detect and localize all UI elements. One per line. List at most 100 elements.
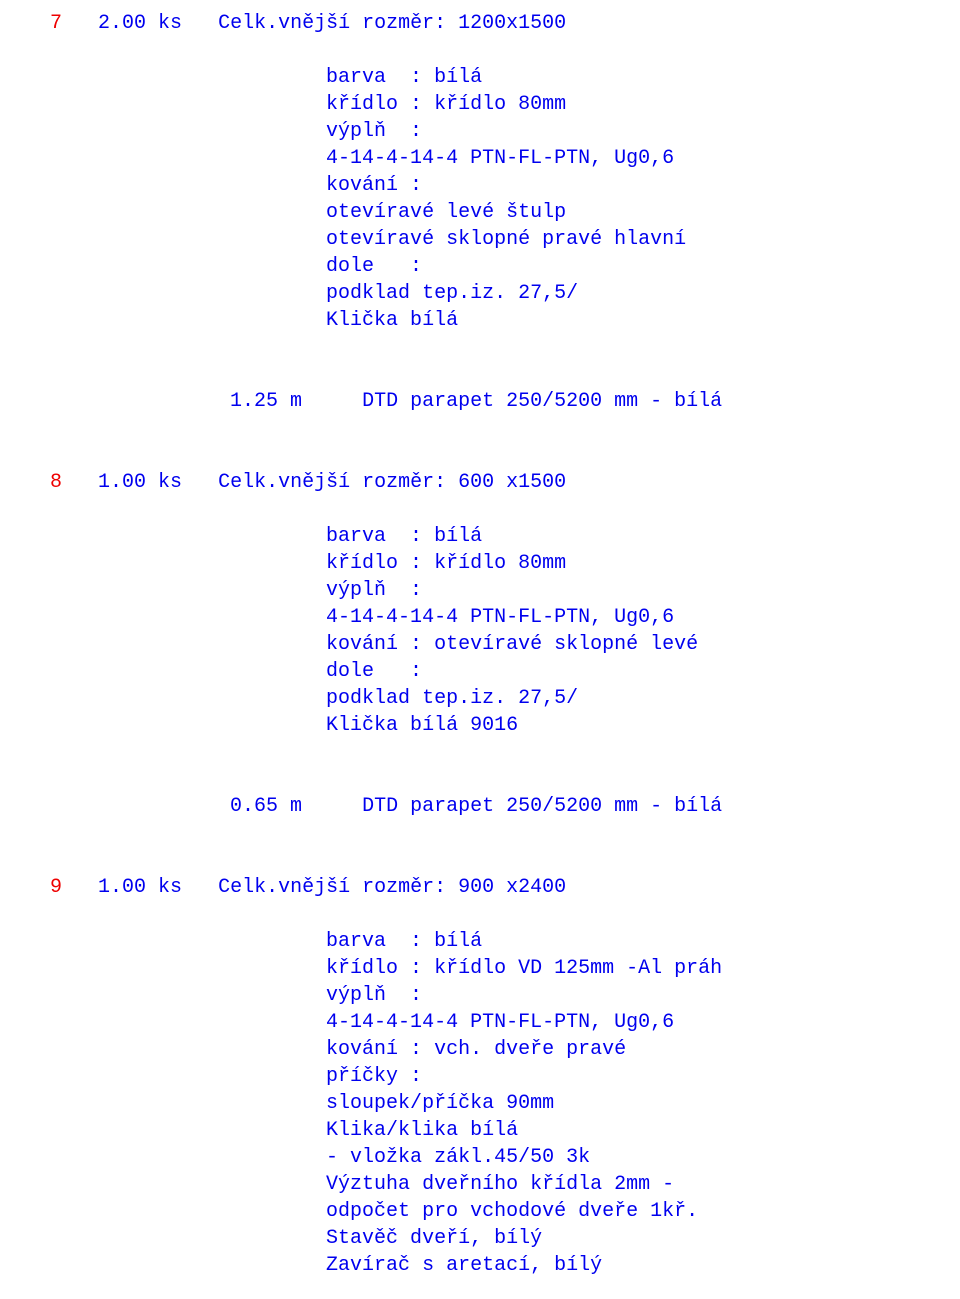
- item-title: Celk.vnější rozměr: 1200x1500: [218, 12, 566, 35]
- spec-text: Stavěč dveří, bílý: [326, 1227, 542, 1250]
- indent: [50, 255, 326, 278]
- blank-line: [50, 361, 940, 388]
- indent: [50, 1254, 326, 1277]
- indent: [50, 147, 326, 170]
- item-index: 8: [50, 471, 62, 494]
- blank-line: [50, 496, 940, 523]
- item-title: Celk.vnější rozměr: 900 x2400: [218, 876, 566, 899]
- row-7: 7 2.00 ks Celk.vnější rozměr: 1200x1500: [50, 10, 940, 37]
- indent: [50, 1065, 326, 1088]
- indent: [50, 1227, 326, 1250]
- spec-line: barva : bílá: [50, 523, 940, 550]
- indent: [50, 984, 326, 1007]
- item-qty: 1.00 ks: [98, 471, 182, 494]
- spec-line: výplň :: [50, 982, 940, 1009]
- measure-line: 1.25 m DTD parapet 250/5200 mm - bílá: [50, 388, 940, 415]
- spec-line: podklad tep.iz. 27,5/: [50, 685, 940, 712]
- spec-text: křídlo : křídlo VD 125mm -Al práh: [326, 957, 722, 980]
- spec-line: otevíravé levé štulp: [50, 199, 940, 226]
- spec-line: Klička bílá: [50, 307, 940, 334]
- indent: [50, 552, 326, 575]
- spec-line: - vložka zákl.45/50 3k: [50, 1144, 940, 1171]
- indent: [50, 1092, 326, 1115]
- measure-desc: DTD parapet 250/5200 mm - bílá: [362, 390, 722, 413]
- spec-line: podklad tep.iz. 27,5/: [50, 280, 940, 307]
- indent: [50, 201, 326, 224]
- spacing: [62, 12, 98, 35]
- spec-line: 4-14-4-14-4 PTN-FL-PTN, Ug0,6: [50, 1009, 940, 1036]
- indent: [50, 930, 326, 953]
- indent: [50, 309, 326, 332]
- spec-line: dole :: [50, 253, 940, 280]
- spec-line: kování : vch. dveře pravé: [50, 1036, 940, 1063]
- spec-line: Stavěč dveří, bílý: [50, 1225, 940, 1252]
- spec-text: barva : bílá: [326, 930, 482, 953]
- row-9: 9 1.00 ks Celk.vnější rozměr: 900 x2400: [50, 874, 940, 901]
- spec-text: výplň :: [326, 120, 422, 143]
- spec-text: kování :: [326, 174, 422, 197]
- indent: [50, 687, 326, 710]
- item-index: 7: [50, 12, 62, 35]
- indent: [50, 660, 326, 683]
- spec-line: kování :: [50, 172, 940, 199]
- blank-line: [50, 415, 940, 442]
- blank-line: [50, 847, 940, 874]
- spec-line: Výztuha dveřního křídla 2mm -: [50, 1171, 940, 1198]
- spec-text: kování : vch. dveře pravé: [326, 1038, 626, 1061]
- blank-line: [50, 442, 940, 469]
- blank-line: [50, 37, 940, 64]
- indent: [50, 120, 326, 143]
- measure-line: 0.65 m DTD parapet 250/5200 mm - bílá: [50, 793, 940, 820]
- indent: [50, 579, 326, 602]
- spacing: [62, 876, 98, 899]
- spec-text: kování : otevíravé sklopné levé: [326, 633, 698, 656]
- indent: [50, 1146, 326, 1169]
- indent: [50, 1200, 326, 1223]
- measure-m: 0.65 m: [230, 795, 302, 818]
- indent: [50, 228, 326, 251]
- spec-text: barva : bílá: [326, 66, 482, 89]
- spec-line: Klička bílá 9016: [50, 712, 940, 739]
- item-title: Celk.vnější rozměr: 600 x1500: [218, 471, 566, 494]
- spacing: [302, 795, 362, 818]
- spec-text: 4-14-4-14-4 PTN-FL-PTN, Ug0,6: [326, 147, 674, 170]
- indent: [50, 66, 326, 89]
- spacing: [182, 12, 218, 35]
- spec-line: dole :: [50, 658, 940, 685]
- indent: [50, 1038, 326, 1061]
- spec-text: 4-14-4-14-4 PTN-FL-PTN, Ug0,6: [326, 1011, 674, 1034]
- spec-text: křídlo : křídlo 80mm: [326, 552, 566, 575]
- indent: [50, 93, 326, 116]
- indent: [50, 795, 230, 818]
- indent: [50, 714, 326, 737]
- spec-line: Zavírač s aretací, bílý: [50, 1252, 940, 1279]
- indent: [50, 1173, 326, 1196]
- indent: [50, 633, 326, 656]
- spec-text: křídlo : křídlo 80mm: [326, 93, 566, 116]
- item-qty: 1.00 ks: [98, 876, 182, 899]
- spec-line: křídlo : křídlo VD 125mm -Al práh: [50, 955, 940, 982]
- spacing: [302, 390, 362, 413]
- spec-text: Klička bílá 9016: [326, 714, 518, 737]
- spec-text: výplň :: [326, 579, 422, 602]
- spec-text: dole :: [326, 255, 422, 278]
- spec-text: Klička bílá: [326, 309, 458, 332]
- spec-text: Zavírač s aretací, bílý: [326, 1254, 602, 1277]
- spec-line: výplň :: [50, 118, 940, 145]
- spec-text: Výztuha dveřního křídla 2mm -: [326, 1173, 674, 1196]
- blank-line: [50, 766, 940, 793]
- blank-line: [50, 901, 940, 928]
- indent: [50, 174, 326, 197]
- blank-line: [50, 334, 940, 361]
- spec-text: - vložka zákl.45/50 3k: [326, 1146, 590, 1169]
- spec-text: podklad tep.iz. 27,5/: [326, 282, 578, 305]
- spec-line: sloupek/příčka 90mm: [50, 1090, 940, 1117]
- spec-text: dole :: [326, 660, 422, 683]
- spacing: [62, 471, 98, 494]
- indent: [50, 390, 230, 413]
- spec-line: křídlo : křídlo 80mm: [50, 91, 940, 118]
- spec-line: Klika/klika bílá: [50, 1117, 940, 1144]
- spec-text: 4-14-4-14-4 PTN-FL-PTN, Ug0,6: [326, 606, 674, 629]
- indent: [50, 282, 326, 305]
- spec-line: otevíravé sklopné pravé hlavní: [50, 226, 940, 253]
